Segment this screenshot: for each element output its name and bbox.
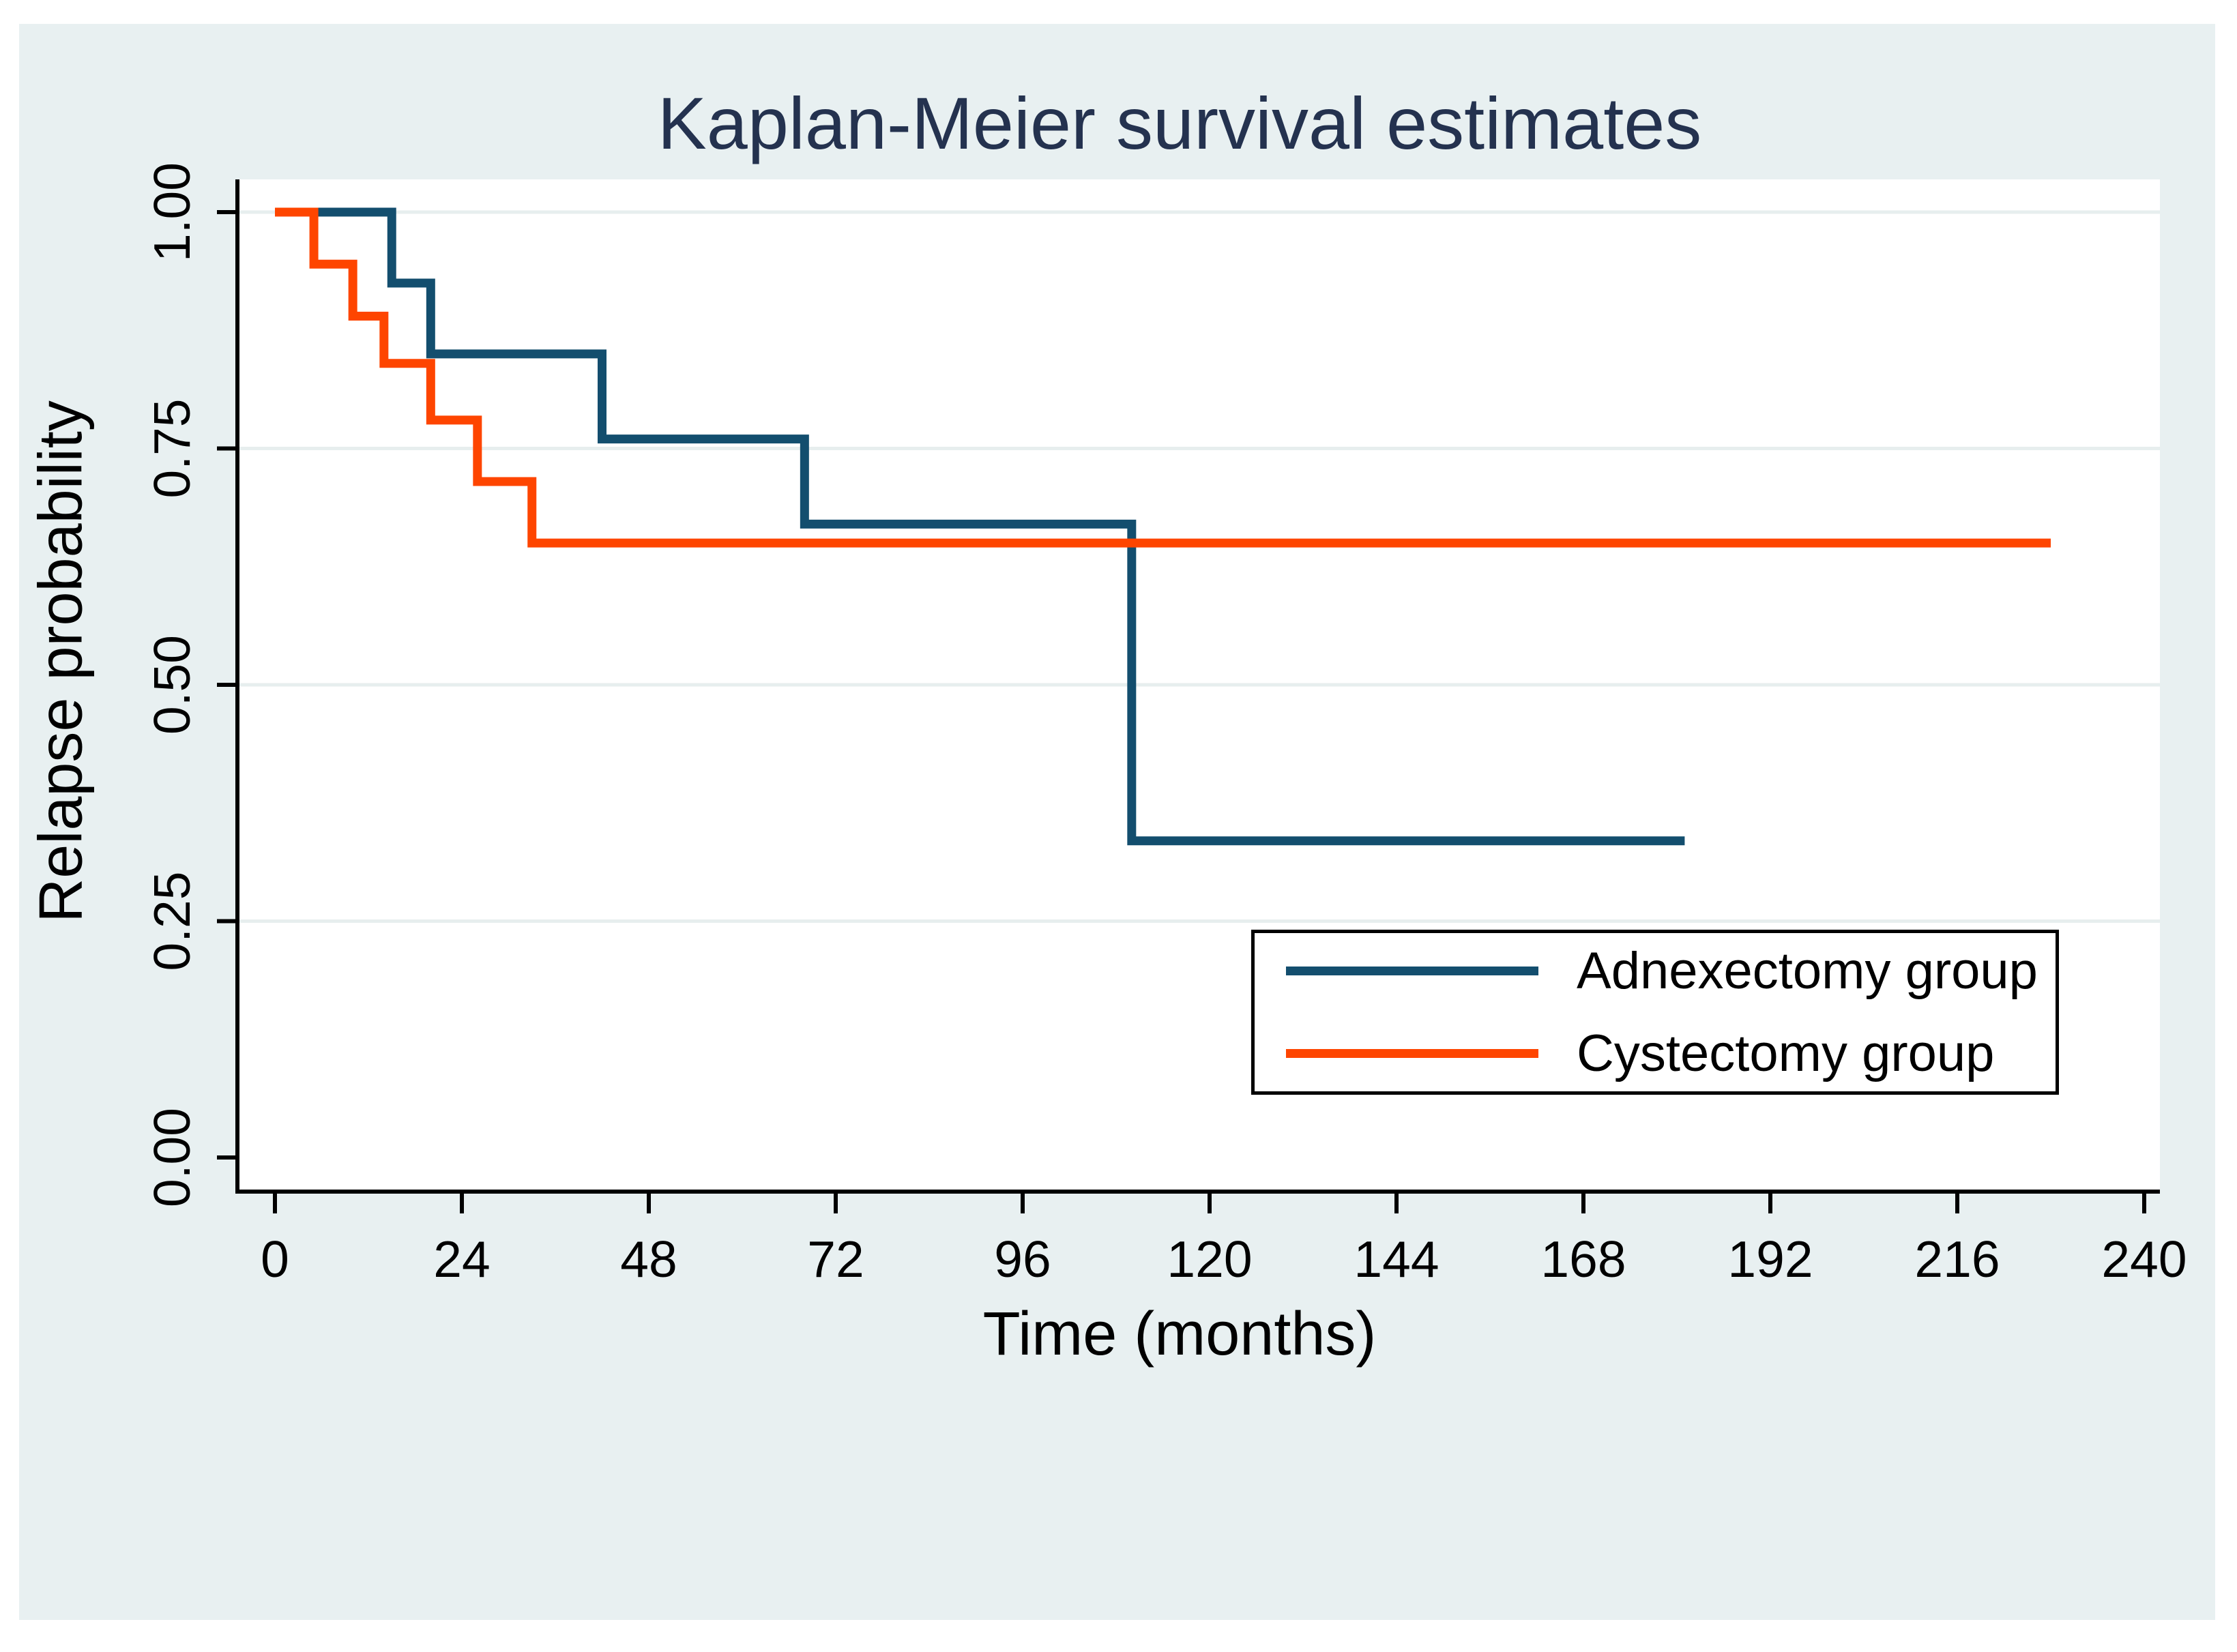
km-curve-cystectomy bbox=[275, 207, 2051, 548]
y-tick-label-0.25: 0.25 bbox=[143, 872, 201, 971]
x-tick-label-144: 144 bbox=[1354, 1230, 1439, 1288]
x-tick-label-48: 48 bbox=[620, 1230, 677, 1288]
axis-lines bbox=[235, 179, 2160, 1194]
cystectomy-line-swatch bbox=[1286, 1049, 1538, 1058]
legend-row-adnexectomy: Adnexectomy group bbox=[1286, 941, 2056, 1001]
y-tick-label-0.50: 0.50 bbox=[143, 635, 201, 735]
y-tick-label-0.75: 0.75 bbox=[143, 399, 201, 499]
x-tick-label-72: 72 bbox=[807, 1230, 864, 1288]
km-curve-adnexectomy bbox=[275, 207, 1685, 846]
legend-label-adnexectomy: Adnexectomy group bbox=[1577, 942, 2038, 1000]
y-axis-title: Relapse probability bbox=[27, 400, 96, 923]
y-tick-label-0.00: 0.00 bbox=[143, 1108, 201, 1207]
chart-title: Kaplan-Meier survival estimates bbox=[657, 82, 1702, 164]
legend: Adnexectomy group Cystectomy group bbox=[1251, 930, 2059, 1095]
x-tick-label-168: 168 bbox=[1540, 1230, 1626, 1288]
legend-label-cystectomy: Cystectomy group bbox=[1577, 1024, 1995, 1082]
y-tick-label-1.00: 1.00 bbox=[143, 162, 201, 262]
x-tick-label-240: 240 bbox=[2101, 1230, 2187, 1288]
x-tick-label-24: 24 bbox=[433, 1230, 490, 1288]
x-tick-label-96: 96 bbox=[994, 1230, 1051, 1288]
x-tick-label-0: 0 bbox=[261, 1230, 289, 1288]
x-tick-label-120: 120 bbox=[1167, 1230, 1252, 1288]
legend-row-cystectomy: Cystectomy group bbox=[1286, 1024, 2056, 1083]
x-tick-label-192: 192 bbox=[1727, 1230, 1813, 1288]
x-tick-label-216: 216 bbox=[1914, 1230, 2000, 1288]
adnexectomy-line-swatch bbox=[1286, 967, 1538, 975]
x-axis-title: Time (months) bbox=[982, 1300, 1377, 1368]
